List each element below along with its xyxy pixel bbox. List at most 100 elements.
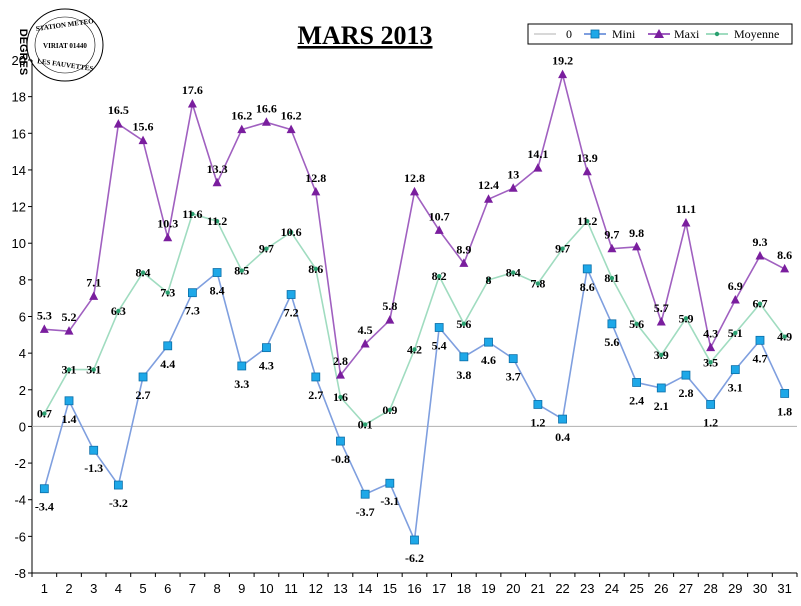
point-maxi	[558, 69, 568, 79]
legend: 0 Mini Maxi Moyenne	[527, 23, 793, 45]
data-label-mini: 1.4	[62, 412, 77, 426]
data-label-moyenne: 8.4	[506, 266, 521, 280]
y-tick-label: 10	[12, 236, 26, 251]
point-moyenne	[461, 321, 467, 327]
y-tick-label: 16	[12, 126, 26, 141]
point-moyenne	[634, 321, 639, 327]
y-tick-label: 8	[19, 273, 26, 288]
data-label-mini: 2.8	[678, 386, 693, 400]
data-label-maxi: 8.9	[456, 242, 471, 256]
point-maxi	[286, 124, 296, 134]
point-mini	[89, 445, 99, 455]
point-mini	[508, 354, 518, 364]
point-mini	[385, 478, 395, 488]
point-mini	[632, 378, 641, 387]
point-mini	[39, 484, 49, 494]
data-label-mini: -3.4	[35, 500, 54, 514]
point-maxi	[730, 295, 740, 304]
series-line-mini	[43, 266, 786, 544]
point-moyenne	[585, 219, 590, 224]
data-label-mini: 1.2	[703, 415, 718, 429]
point-mini	[780, 389, 790, 398]
point-mini	[582, 264, 592, 274]
data-label-moyenne: 5.9	[678, 311, 693, 325]
y-tick-label: 2	[19, 383, 26, 398]
point-mini	[706, 400, 716, 409]
point-moyenne	[313, 266, 318, 272]
data-label-moyenne: 0.9	[382, 403, 397, 417]
data-label-maxi: 10.7	[429, 209, 450, 223]
point-maxi	[656, 316, 666, 326]
legend-label-moyenne: Moyenne	[734, 27, 779, 41]
x-tick-label: 29	[728, 581, 742, 596]
data-label-mini: 4.3	[259, 359, 274, 373]
x-tick-label: 5	[139, 581, 146, 596]
data-label-moyenne: 8.2	[432, 269, 447, 283]
point-moyenne	[436, 273, 442, 279]
point-mini	[459, 352, 469, 362]
data-label-mini: -3.7	[356, 505, 375, 519]
x-tick-label: 24	[605, 581, 619, 596]
point-moyenne	[511, 270, 516, 275]
y-tick-label: -4	[14, 493, 26, 508]
stamp-line-3: LES FAUVETTES	[37, 57, 94, 73]
data-label-mini: 2.1	[654, 399, 669, 413]
point-moyenne	[486, 277, 491, 283]
data-label-maxi: 19.2	[552, 54, 573, 68]
point-maxi	[582, 166, 592, 176]
data-labels: -3.4 1.4 -1.3 -3.2 2.7 4.4 7.3 8.4 3.3 4.3 7.2 2.7 -…	[35, 54, 792, 565]
point-maxi	[360, 338, 370, 348]
y-tick-label: -2	[14, 456, 26, 471]
data-label-moyenne: 11.2	[207, 214, 227, 228]
point-moyenne	[239, 268, 244, 273]
data-label-mini: 2.7	[136, 388, 151, 402]
point-moyenne	[757, 301, 763, 306]
point-mini	[533, 400, 543, 409]
point-mini	[311, 372, 321, 382]
x-tick-label: 4	[115, 581, 122, 596]
x-tick-label: 17	[432, 581, 446, 596]
data-label-maxi: 5.3	[37, 308, 52, 322]
point-mini	[163, 341, 173, 351]
point-mini	[262, 343, 271, 353]
data-label-mini: 5.6	[604, 335, 619, 349]
data-label-moyenne: 11.2	[577, 214, 597, 228]
data-label-moyenne: 3.1	[62, 363, 77, 377]
point-mini	[484, 337, 493, 347]
data-label-moyenne: 4.2	[407, 342, 422, 356]
point-mini	[64, 396, 74, 406]
data-label-moyenne: 6.7	[752, 297, 767, 311]
point-maxi	[237, 124, 247, 134]
data-label-maxi: 9.7	[604, 228, 619, 242]
data-label-maxi: 16.2	[281, 109, 302, 123]
data-label-mini: 8.6	[580, 280, 595, 294]
point-moyenne	[42, 411, 47, 416]
y-tick-label: 0	[19, 419, 26, 434]
x-tick-label: 19	[481, 581, 495, 596]
point-moyenne	[362, 422, 368, 427]
data-label-maxi: 5.8	[382, 299, 397, 313]
data-label-mini: 8.4	[210, 284, 225, 298]
point-moyenne	[412, 347, 417, 352]
point-mini	[336, 436, 345, 446]
data-label-moyenne: 11.6	[182, 207, 202, 221]
point-moyenne	[165, 290, 170, 295]
point-moyenne	[264, 246, 269, 251]
data-label-moyenne: 8.1	[604, 271, 619, 285]
data-label-maxi: 9.8	[629, 226, 644, 240]
data-label-mini: -0.8	[331, 452, 350, 466]
point-maxi	[113, 119, 123, 128]
data-label-mini: 0.4	[555, 430, 570, 444]
point-maxi	[64, 326, 74, 335]
point-maxi	[607, 243, 617, 253]
y-tick-label: 4	[19, 346, 26, 361]
data-label-mini: 5.4	[432, 338, 447, 352]
point-maxi	[632, 241, 642, 251]
data-label-mini: 4.4	[160, 357, 175, 371]
point-moyenne	[535, 281, 541, 286]
x-tick-label: 15	[383, 581, 397, 596]
x-tick-label: 30	[753, 581, 767, 596]
x-tick-label: 1	[41, 581, 48, 596]
legend-label-zero: 0	[566, 27, 572, 41]
